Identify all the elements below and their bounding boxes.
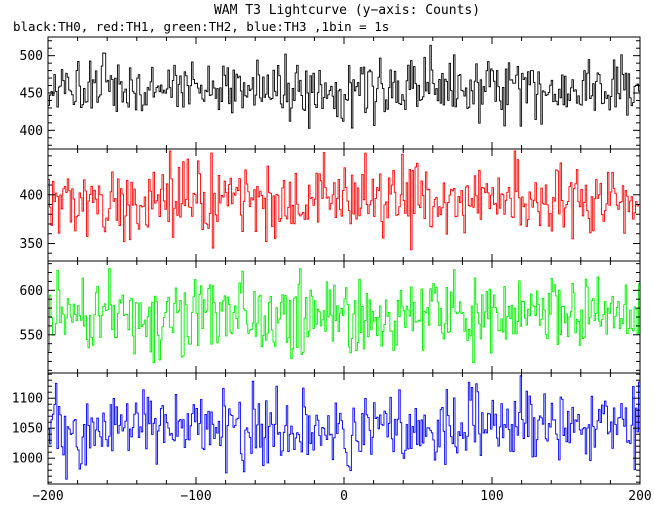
chart-subtitle: black:TH0, red:TH1, green:TH2, blue:TH3 … [13,19,389,34]
panel-th3: 1000 1050 1100 [12,372,641,485]
y-tick-label: 400 [20,124,43,139]
y-tick-label: 400 [20,188,43,203]
panel-th2: 550 600 [20,260,641,374]
series-line-th2 [48,268,641,364]
y-tick-label: 350 [20,237,43,252]
y-tick-label: 450 [20,87,43,102]
series-line-th0 [48,44,641,129]
series-line-th3 [48,375,641,480]
x-axis: −200 −100 0 100 200 [32,489,651,504]
series-line-th1 [48,150,641,251]
x-tick-label: 0 [340,489,348,504]
x-tick-label: −100 [180,489,211,504]
y-tick-label: 1050 [12,422,43,437]
panels: 400 450 500 350 400 550 600 1000 1050 1100 [12,36,641,485]
panel-th0: 400 450 500 [20,36,641,150]
x-tick-label: −200 [32,489,63,504]
x-tick-label: 200 [628,489,651,504]
panel-frame [47,372,641,485]
y-tick-label: 550 [20,328,43,343]
y-tick-label: 1000 [12,452,43,467]
panel-th1: 350 400 [20,148,641,262]
y-tick-label: 1100 [12,392,43,407]
y-tick-label: 600 [20,284,43,299]
y-tick-label: 500 [20,49,43,64]
x-tick-label: 100 [480,489,503,504]
chart-title: WAM T3 Lightcurve (y−axis: Counts) [214,3,480,18]
panel-frame [47,260,641,374]
